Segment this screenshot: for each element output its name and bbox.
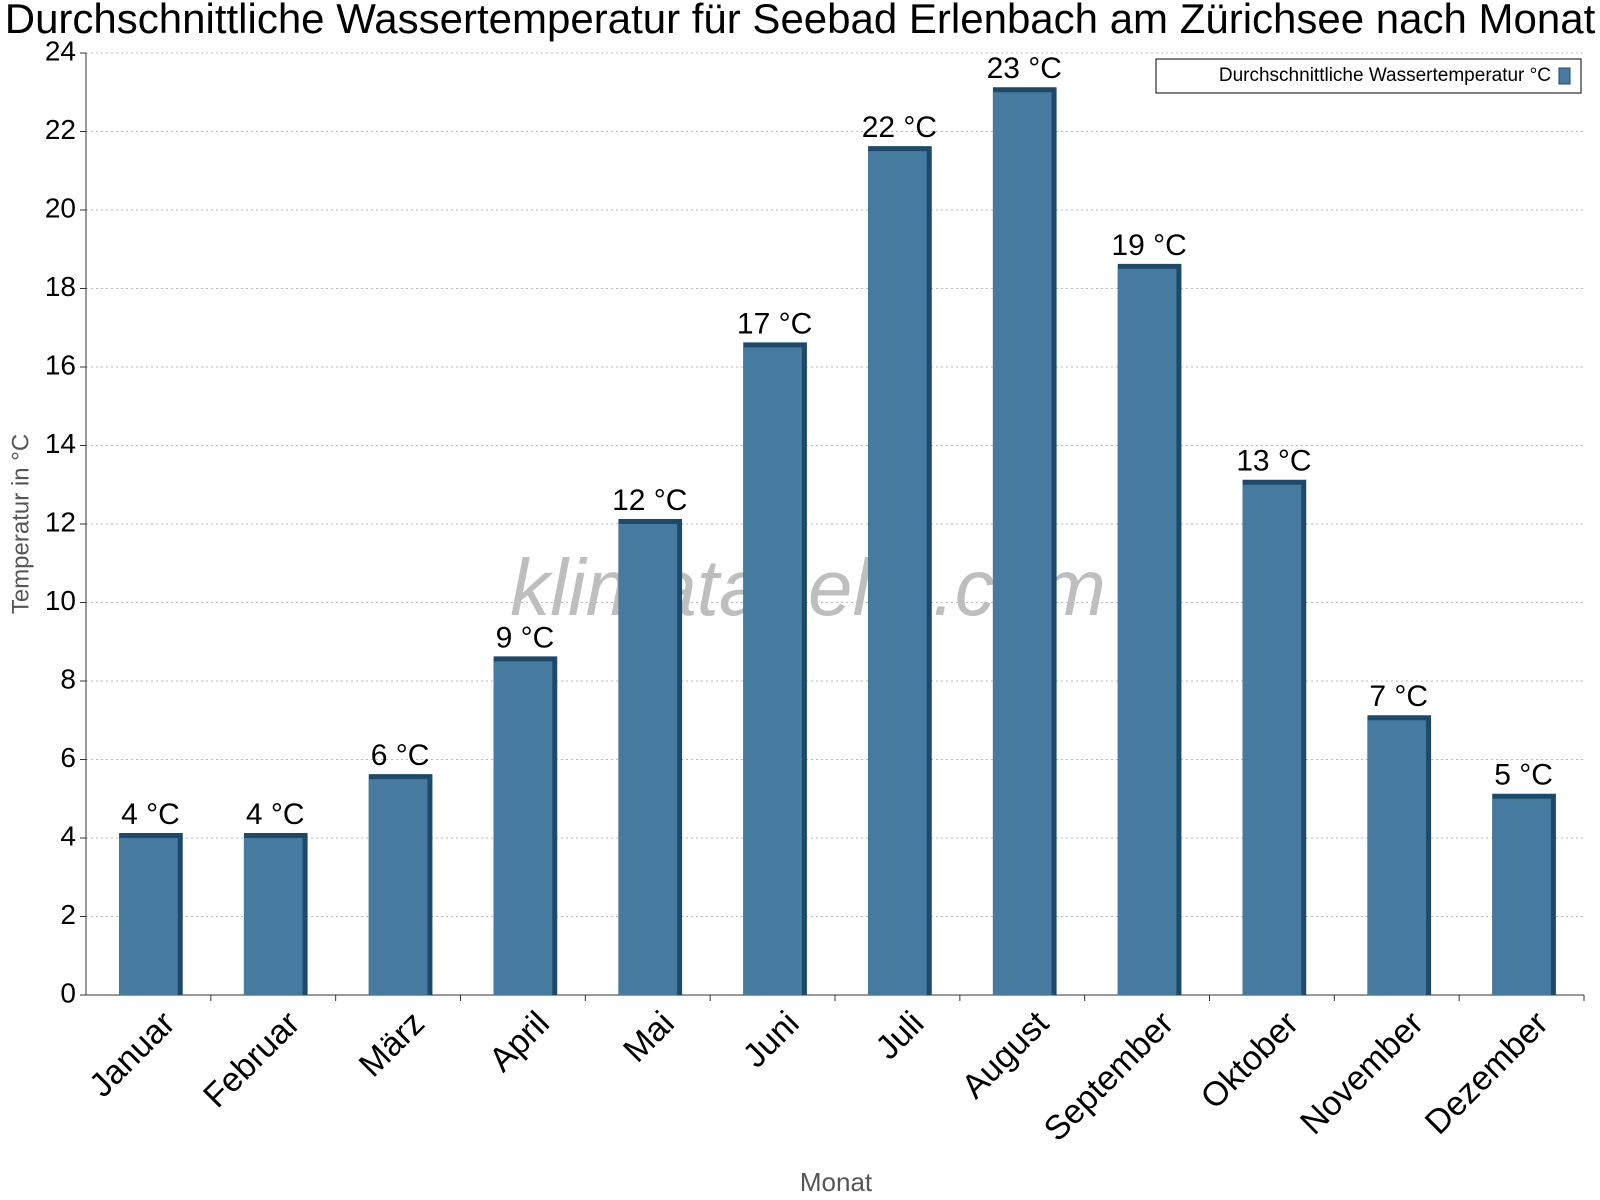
bar bbox=[992, 92, 1052, 995]
bar bbox=[1367, 720, 1427, 995]
value-label: 22 °C bbox=[862, 111, 937, 144]
x-tick-label: Juli bbox=[868, 1004, 931, 1067]
y-tick-label: 22 bbox=[45, 114, 76, 145]
value-label: 12 °C bbox=[612, 484, 687, 517]
value-label: 6 °C bbox=[371, 739, 430, 772]
x-tick-label: November bbox=[1293, 1004, 1431, 1142]
bar bbox=[618, 524, 678, 995]
x-tick-label: Mai bbox=[616, 1004, 682, 1070]
y-tick-label: 8 bbox=[60, 663, 76, 694]
legend-label: Durchschnittliche Wassertemperatur °C bbox=[1219, 65, 1551, 86]
bar bbox=[368, 779, 428, 995]
x-tick-label: Dezember bbox=[1418, 1004, 1556, 1142]
x-tick-label: Juni bbox=[736, 1004, 807, 1075]
y-tick-label: 2 bbox=[60, 899, 76, 930]
y-tick-label: 16 bbox=[45, 349, 76, 380]
bar bbox=[119, 838, 178, 995]
y-tick-label: 24 bbox=[45, 35, 76, 66]
x-tick-label: Oktober bbox=[1194, 1004, 1306, 1116]
bar bbox=[1492, 798, 1551, 995]
legend-swatch bbox=[1558, 67, 1571, 85]
bar bbox=[493, 661, 553, 995]
y-tick-label: 4 bbox=[60, 820, 76, 851]
y-tick-label: 14 bbox=[45, 428, 76, 459]
x-tick-label: Februar bbox=[196, 1004, 307, 1115]
value-label: 9 °C bbox=[496, 621, 555, 654]
value-label: 17 °C bbox=[737, 307, 812, 340]
y-tick-label: 20 bbox=[45, 192, 76, 223]
value-label: 7 °C bbox=[1369, 680, 1428, 713]
bar bbox=[743, 347, 802, 995]
bar bbox=[1242, 484, 1302, 995]
value-label: 23 °C bbox=[987, 52, 1062, 85]
x-tick-label: September bbox=[1037, 1004, 1181, 1148]
x-axis-label: Monat bbox=[800, 1167, 873, 1197]
bar bbox=[1117, 268, 1177, 995]
y-tick-label: 18 bbox=[45, 271, 76, 302]
value-label: 13 °C bbox=[1236, 445, 1311, 478]
y-axis-label: Temperatur in °C bbox=[7, 434, 34, 614]
y-tick-label: 0 bbox=[60, 977, 76, 1008]
value-label: 5 °C bbox=[1494, 759, 1553, 792]
bar bbox=[243, 838, 303, 995]
x-tick-label: Januar bbox=[82, 1004, 182, 1104]
value-label: 4 °C bbox=[121, 798, 180, 831]
chart-title: Durchschnittliche Wassertemperatur für S… bbox=[5, 0, 1596, 42]
value-label: 4 °C bbox=[246, 798, 305, 831]
y-tick-label: 10 bbox=[45, 585, 76, 616]
x-tick-label: März bbox=[352, 1004, 432, 1084]
y-tick-label: 6 bbox=[60, 742, 76, 773]
value-label: 19 °C bbox=[1111, 229, 1186, 262]
bar bbox=[868, 151, 927, 995]
legend-box bbox=[1155, 58, 1582, 94]
y-tick-label: 12 bbox=[45, 506, 76, 537]
x-tick-label: August bbox=[955, 1004, 1057, 1106]
x-tick-label: April bbox=[482, 1004, 557, 1079]
